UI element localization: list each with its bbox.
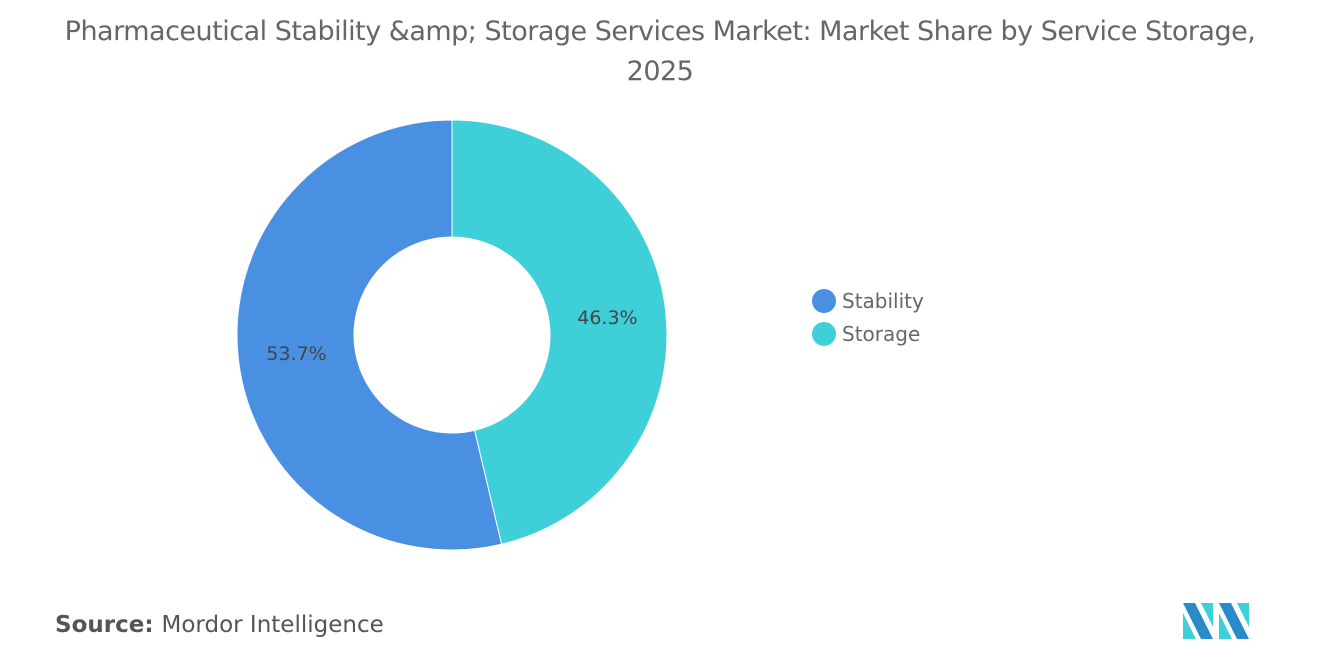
source-value: Mordor Intelligence — [161, 612, 384, 638]
legend-swatch-storage — [812, 321, 836, 346]
mordor-intelligence-logo — [1183, 603, 1249, 639]
slice-storage[interactable] — [451, 119, 668, 545]
legend-item-stability[interactable]: Stability — [812, 284, 924, 317]
slice-stability[interactable] — [236, 119, 503, 551]
legend-item-storage[interactable]: Storage — [812, 317, 924, 350]
legend-label: Storage — [842, 321, 921, 346]
source-note: Source: Mordor Intelligence — [55, 612, 384, 638]
data-label-storage: 46.3% — [577, 307, 637, 329]
legend-label: Stability — [842, 288, 924, 313]
legend: Stability Storage — [812, 284, 924, 350]
legend-swatch-stability — [812, 288, 836, 313]
chart-title: Pharmaceutical Stability &amp; Storage S… — [64, 16, 1256, 87]
data-label-stability: 53.7% — [266, 343, 326, 365]
source-label: Source: — [55, 612, 154, 638]
